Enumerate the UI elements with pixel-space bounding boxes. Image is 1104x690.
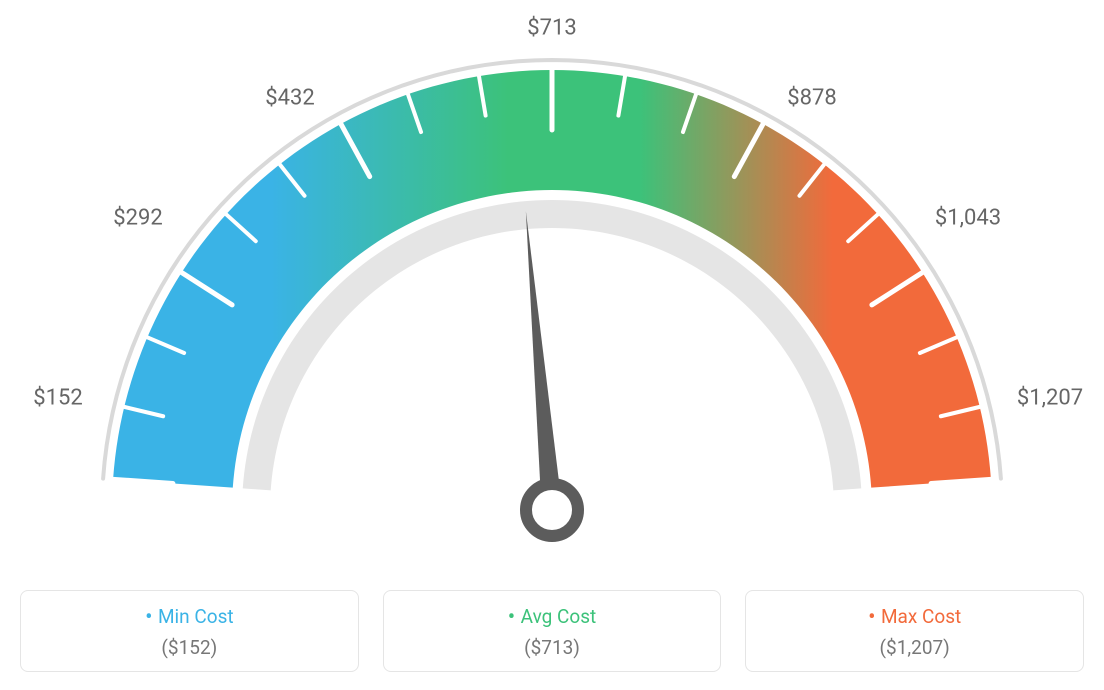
legend-min-value: ($152) bbox=[31, 636, 348, 659]
gauge-scale-label: $713 bbox=[527, 16, 576, 41]
gauge-scale-label: $152 bbox=[33, 386, 82, 411]
legend-max-value: ($1,207) bbox=[756, 636, 1073, 659]
legend-min-title: Min Cost bbox=[31, 605, 348, 628]
legend-row: Min Cost ($152) Avg Cost ($713) Max Cost… bbox=[0, 590, 1104, 672]
gauge-scale-label: $878 bbox=[787, 86, 836, 111]
cost-gauge-chart: $152 $292 $432 $713 $878 $1,043 $1,207 Min Cos… bbox=[0, 0, 1104, 690]
gauge-scale-label: $292 bbox=[113, 206, 162, 231]
legend-card-max: Max Cost ($1,207) bbox=[745, 590, 1084, 672]
gauge-area: $152 $292 $432 $713 $878 $1,043 $1,207 bbox=[0, 0, 1104, 570]
legend-max-title: Max Cost bbox=[756, 605, 1073, 628]
legend-avg-value: ($713) bbox=[394, 636, 711, 659]
gauge-scale-label: $1,043 bbox=[935, 206, 1001, 231]
gauge-svg bbox=[0, 0, 1104, 570]
legend-card-avg: Avg Cost ($713) bbox=[383, 590, 722, 672]
legend-avg-title: Avg Cost bbox=[394, 605, 711, 628]
legend-card-min: Min Cost ($152) bbox=[20, 590, 359, 672]
gauge-scale-label: $1,207 bbox=[1017, 386, 1083, 411]
gauge-scale-label: $432 bbox=[265, 86, 314, 111]
